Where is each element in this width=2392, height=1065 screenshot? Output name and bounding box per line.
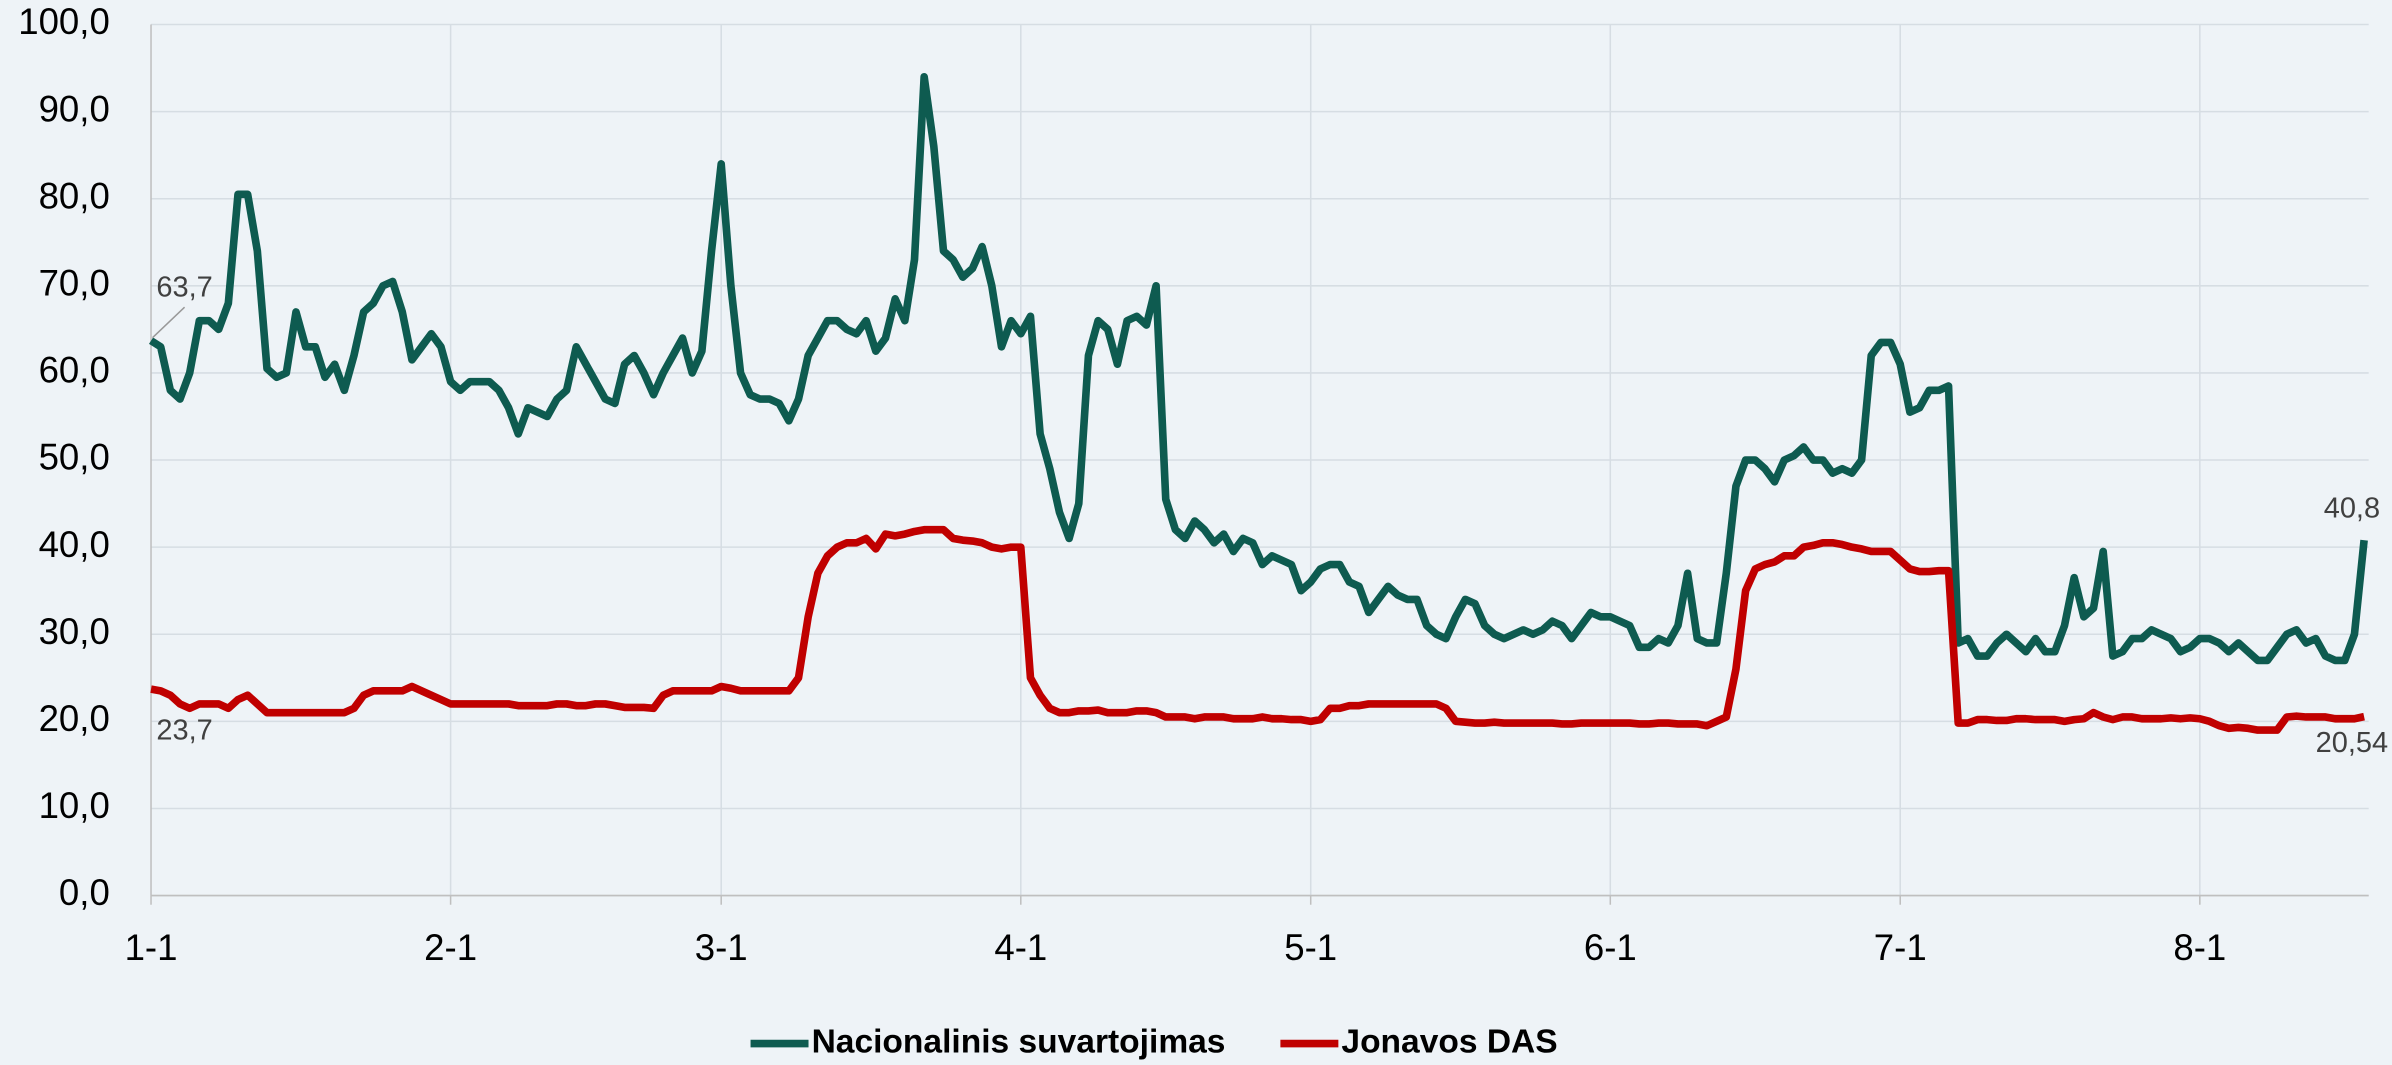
data-label: 23,7 bbox=[156, 714, 212, 746]
x-tick-label: 2-1 bbox=[424, 927, 477, 968]
data-label: 63,7 bbox=[156, 271, 212, 303]
y-tick-label: 10,0 bbox=[39, 785, 110, 826]
y-tick-label: 50,0 bbox=[39, 437, 110, 478]
y-tick-label: 80,0 bbox=[39, 175, 110, 216]
y-tick-label: 40,0 bbox=[39, 524, 110, 565]
series-line bbox=[150, 525, 2365, 734]
x-tick-label: 1-1 bbox=[125, 927, 178, 968]
x-tick-label: 4-1 bbox=[994, 927, 1047, 968]
label-leader bbox=[152, 306, 186, 339]
y-tick-label: 20,0 bbox=[39, 698, 110, 739]
y-tick-label: 70,0 bbox=[39, 262, 110, 303]
y-tick-label: 90,0 bbox=[39, 88, 110, 129]
y-tick-label: 30,0 bbox=[39, 611, 110, 652]
y-tick-label: 60,0 bbox=[39, 350, 110, 391]
series-line bbox=[148, 72, 2368, 665]
x-tick-label: 5-1 bbox=[1284, 927, 1337, 968]
x-tick-label: 3-1 bbox=[695, 927, 748, 968]
x-tick-label: 7-1 bbox=[1874, 927, 1927, 968]
data-label: 40,8 bbox=[2324, 492, 2380, 524]
legend-label: Nacionalinis suvartojimas bbox=[812, 1023, 1226, 1060]
x-tick-label: 8-1 bbox=[2173, 927, 2226, 968]
legend-label: Jonavos DAS bbox=[1341, 1023, 1557, 1060]
y-tick-label: 0,0 bbox=[59, 872, 110, 913]
y-tick-label: 100,0 bbox=[18, 1, 110, 42]
x-tick-label: 6-1 bbox=[1584, 927, 1637, 968]
data-label: 20,54 bbox=[2316, 727, 2389, 759]
